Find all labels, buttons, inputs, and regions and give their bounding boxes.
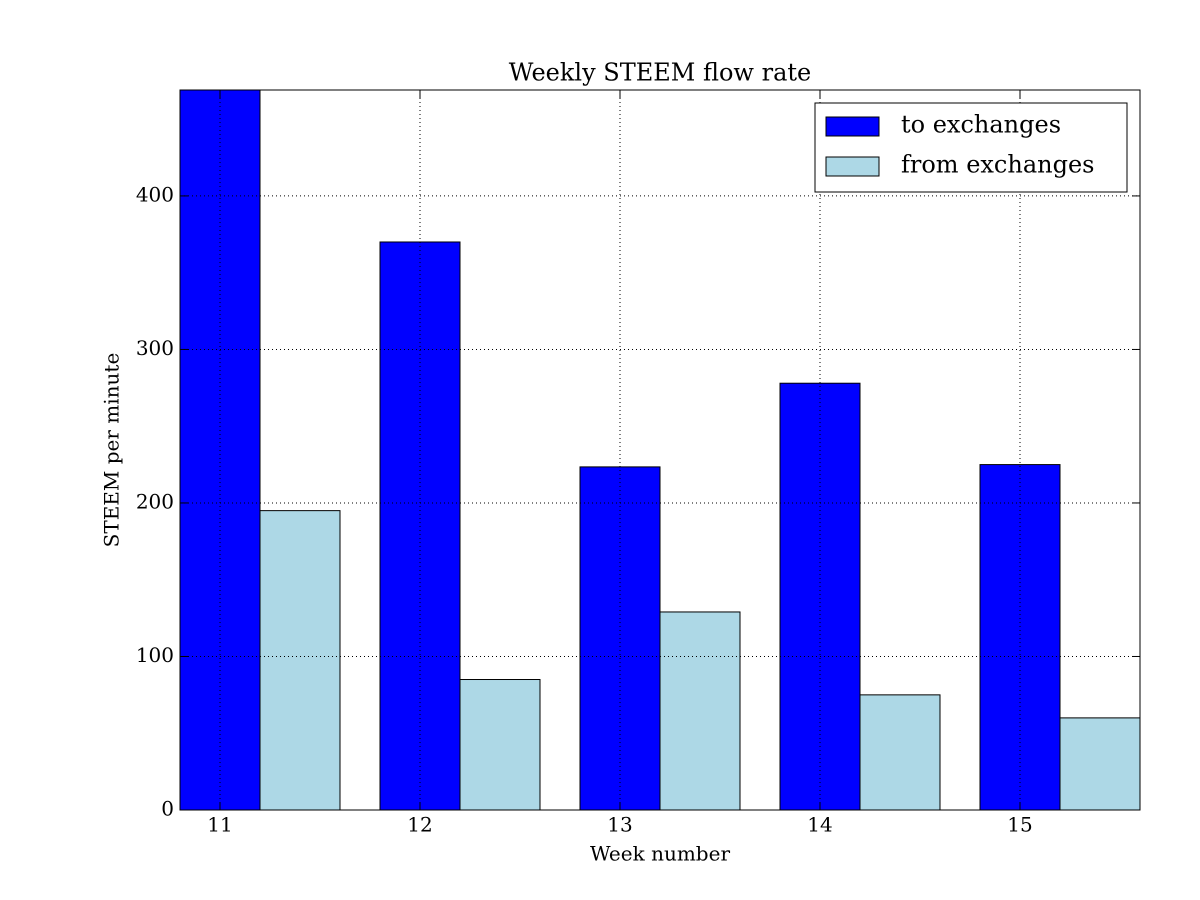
y-tick-label: 200 — [136, 489, 174, 513]
y-tick-label: 300 — [136, 336, 174, 360]
bar — [379, 241, 461, 810]
y-tick-label: 0 — [161, 797, 174, 821]
x-tick-label: 13 — [607, 813, 632, 837]
bar — [779, 382, 861, 810]
legend-label: to exchanges — [901, 111, 1061, 139]
bar — [259, 510, 341, 810]
plot-frame — [179, 89, 1141, 811]
bar — [459, 679, 541, 810]
y-tick-label: 100 — [136, 643, 174, 667]
x-tick-label: 12 — [407, 813, 432, 837]
bar — [1059, 717, 1140, 810]
x-tick-label: 15 — [1007, 813, 1032, 837]
x-tick-label: 14 — [807, 813, 832, 837]
legend: to exchanges from exchanges — [814, 102, 1128, 193]
legend-label: from exchanges — [901, 151, 1094, 179]
x-tick-label: 11 — [207, 813, 232, 837]
x-axis-label: Week number — [590, 842, 730, 866]
chart-title: Weekly STEEM flow rate — [509, 59, 811, 87]
y-tick-label: 400 — [136, 182, 174, 206]
plot-area — [180, 90, 1140, 810]
bar — [659, 611, 741, 810]
y-axis-label: STEEM per minute — [100, 353, 124, 548]
legend-swatch — [825, 116, 880, 137]
legend-swatch — [825, 156, 880, 177]
bar — [859, 694, 941, 810]
